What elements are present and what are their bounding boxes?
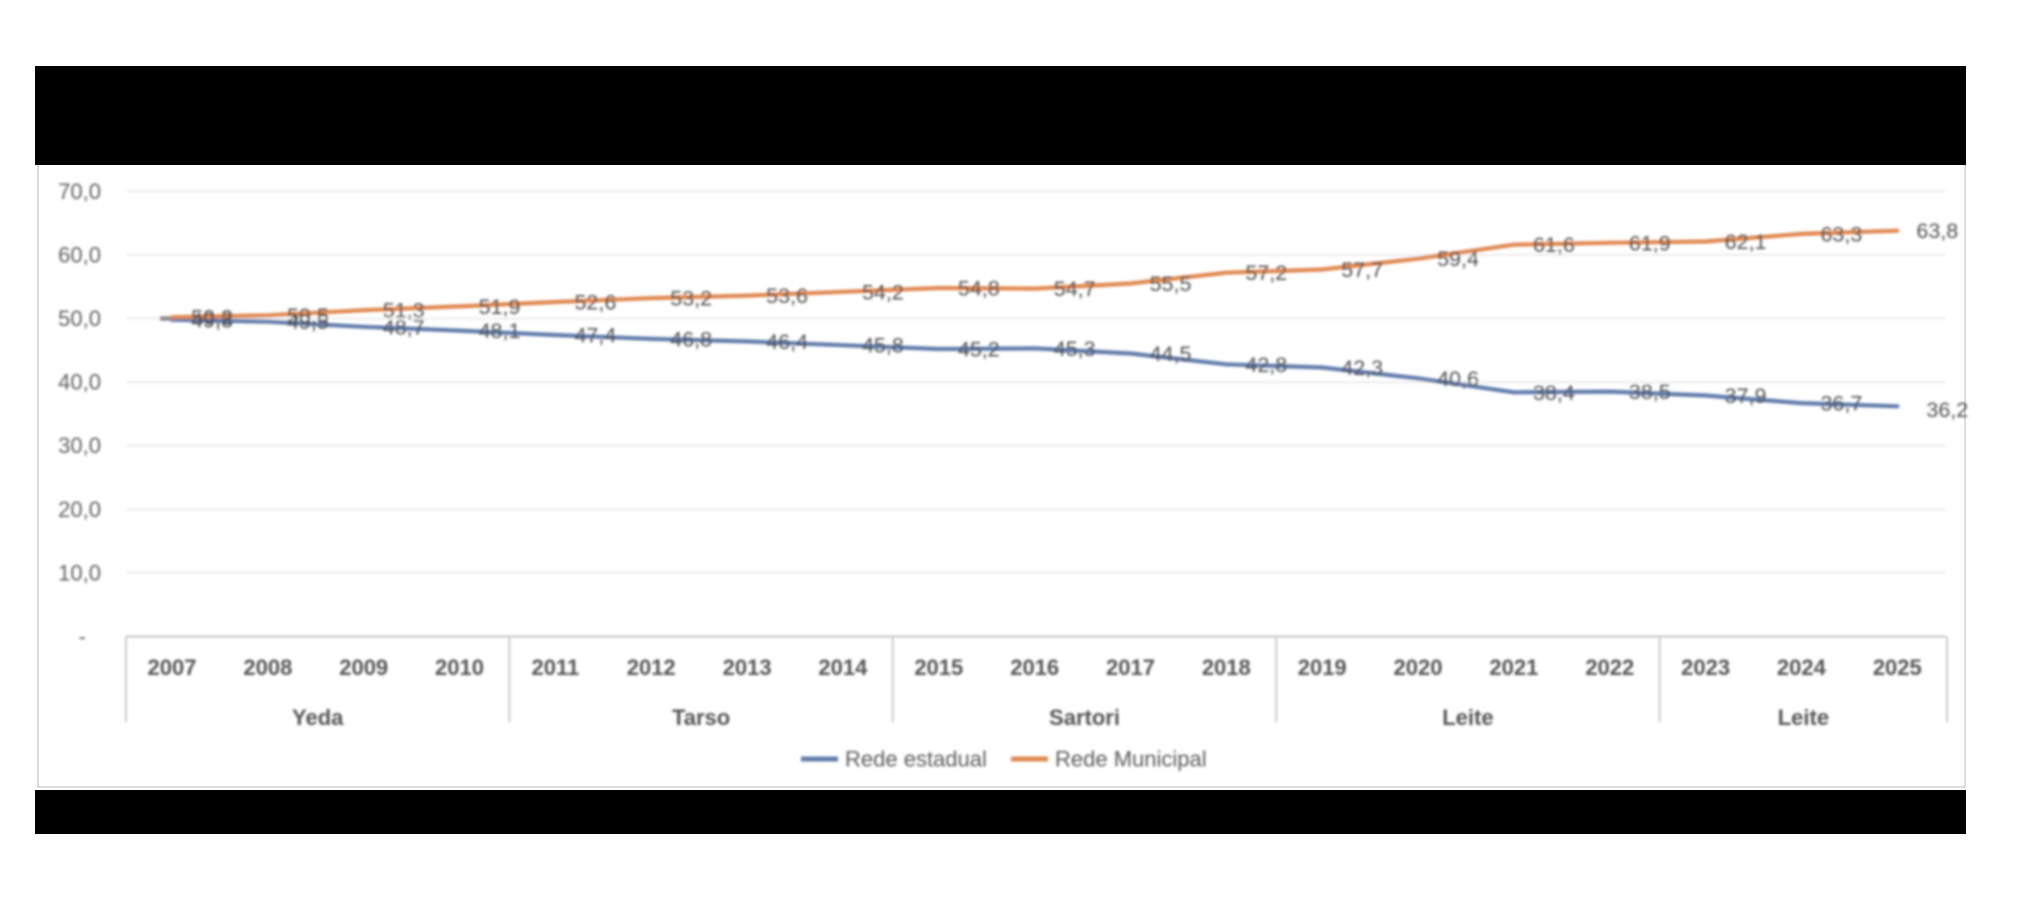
svg-text:62,1: 62,1 bbox=[1725, 230, 1767, 254]
svg-text:61,9: 61,9 bbox=[1629, 231, 1671, 255]
svg-text:53,6: 53,6 bbox=[766, 284, 808, 308]
svg-text:63,8: 63,8 bbox=[1916, 219, 1958, 243]
svg-text:Sartori: Sartori bbox=[1049, 705, 1120, 730]
svg-text:50,2: 50,2 bbox=[191, 306, 233, 330]
svg-text:61,6: 61,6 bbox=[1533, 233, 1575, 257]
svg-text:50,5: 50,5 bbox=[287, 304, 329, 328]
svg-text:55,5: 55,5 bbox=[1150, 272, 1192, 296]
svg-text:Tarso: Tarso bbox=[672, 705, 730, 730]
svg-text:57,7: 57,7 bbox=[1341, 258, 1383, 282]
svg-text:42,8: 42,8 bbox=[1245, 353, 1287, 377]
svg-text:2017: 2017 bbox=[1106, 655, 1155, 680]
svg-text:53,2: 53,2 bbox=[670, 287, 712, 311]
svg-text:2014: 2014 bbox=[818, 655, 868, 680]
svg-text:70,0: 70,0 bbox=[58, 179, 101, 204]
svg-text:40,0: 40,0 bbox=[58, 370, 101, 395]
svg-text:2021: 2021 bbox=[1489, 655, 1538, 680]
svg-text:2008: 2008 bbox=[243, 655, 292, 680]
svg-text:52,6: 52,6 bbox=[574, 291, 616, 315]
svg-text:40,6: 40,6 bbox=[1437, 367, 1479, 391]
svg-text:2016: 2016 bbox=[1010, 655, 1059, 680]
svg-text:2009: 2009 bbox=[339, 655, 388, 680]
svg-text:2010: 2010 bbox=[435, 655, 484, 680]
svg-text:20,0: 20,0 bbox=[58, 497, 101, 522]
svg-text:60,0: 60,0 bbox=[58, 242, 101, 267]
svg-text:36,7: 36,7 bbox=[1820, 392, 1862, 416]
svg-text:Leite: Leite bbox=[1442, 705, 1493, 730]
svg-text:38,4: 38,4 bbox=[1533, 381, 1575, 405]
svg-text:38,5: 38,5 bbox=[1629, 380, 1671, 404]
svg-text:45,2: 45,2 bbox=[958, 338, 1000, 362]
svg-text:51,3: 51,3 bbox=[383, 299, 425, 323]
svg-text:2012: 2012 bbox=[627, 655, 676, 680]
svg-text:44,5: 44,5 bbox=[1150, 342, 1192, 366]
svg-text:37,9: 37,9 bbox=[1725, 384, 1767, 408]
svg-text:48,1: 48,1 bbox=[479, 319, 521, 343]
svg-text:36,2: 36,2 bbox=[1926, 398, 1968, 422]
svg-text:49,8: 49,8 bbox=[191, 308, 233, 332]
svg-text:Yeda: Yeda bbox=[292, 705, 344, 730]
svg-text:2022: 2022 bbox=[1585, 655, 1634, 680]
svg-text:45,3: 45,3 bbox=[1054, 337, 1096, 361]
svg-text:Leite: Leite bbox=[1778, 705, 1829, 730]
svg-text:45,8: 45,8 bbox=[862, 334, 904, 358]
svg-text:2018: 2018 bbox=[1202, 655, 1251, 680]
svg-text:2019: 2019 bbox=[1298, 655, 1347, 680]
svg-text:2025: 2025 bbox=[1873, 655, 1922, 680]
svg-text:59,4: 59,4 bbox=[1437, 247, 1479, 271]
svg-text:63,3: 63,3 bbox=[1820, 222, 1862, 246]
svg-text:54,8: 54,8 bbox=[958, 277, 1000, 301]
svg-text:Rede estadual: Rede estadual bbox=[845, 747, 987, 772]
svg-text:2013: 2013 bbox=[723, 655, 772, 680]
svg-text:2011: 2011 bbox=[532, 655, 580, 680]
svg-text:46,8: 46,8 bbox=[670, 327, 712, 351]
svg-text:2024: 2024 bbox=[1777, 655, 1827, 680]
svg-text:10,0: 10,0 bbox=[58, 560, 101, 585]
svg-text:47,4: 47,4 bbox=[574, 324, 616, 348]
svg-text:2020: 2020 bbox=[1394, 655, 1443, 680]
svg-text:49,5: 49,5 bbox=[287, 310, 329, 334]
svg-text:30,0: 30,0 bbox=[58, 433, 101, 458]
svg-text:54,2: 54,2 bbox=[862, 280, 904, 304]
svg-text:2015: 2015 bbox=[914, 655, 963, 680]
svg-text:57,2: 57,2 bbox=[1245, 261, 1287, 285]
svg-text:46,4: 46,4 bbox=[766, 330, 808, 354]
svg-text:Rede Municipal: Rede Municipal bbox=[1055, 747, 1207, 772]
svg-text:2007: 2007 bbox=[148, 655, 197, 680]
svg-text:51,9: 51,9 bbox=[479, 295, 521, 319]
svg-text:42,3: 42,3 bbox=[1341, 356, 1383, 380]
svg-text:48,7: 48,7 bbox=[383, 315, 425, 339]
svg-text:54,7: 54,7 bbox=[1054, 277, 1096, 301]
svg-text:50,0: 50,0 bbox=[58, 306, 101, 331]
svg-text:-: - bbox=[79, 624, 86, 649]
svg-text:2023: 2023 bbox=[1681, 655, 1730, 680]
